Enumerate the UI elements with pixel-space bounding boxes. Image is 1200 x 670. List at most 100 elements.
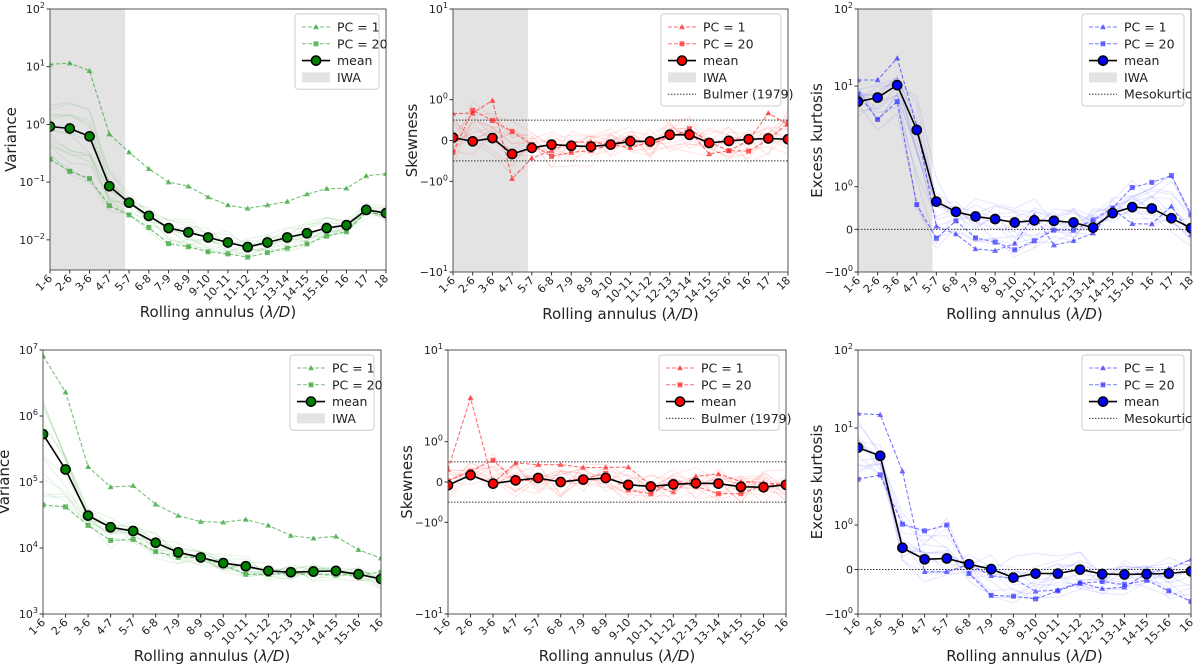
x-tick-label: 17 [352, 272, 371, 291]
tick-exponent: 2 [40, 1, 45, 10]
mean-point [143, 210, 155, 222]
tick-base: 10 [834, 3, 848, 16]
y-tick-label: −100 [825, 264, 853, 279]
legend-item: PC = 20 [302, 36, 388, 51]
mean-point [941, 553, 953, 564]
x-tick-label: 18 [1177, 274, 1196, 293]
y-tick-label: 0 [441, 135, 448, 148]
x-tick-label: 6-8 [139, 616, 161, 638]
y-axis-label: Variance [0, 450, 13, 515]
series-line-mean [858, 446, 1191, 579]
pc1-point [126, 149, 133, 155]
x-label-italic: λ/D [258, 647, 284, 665]
individual-pc-line [858, 87, 1191, 253]
mean-point [911, 124, 923, 136]
mean-point [526, 142, 538, 154]
individual-pc-line [448, 464, 786, 496]
mean-point [664, 129, 676, 141]
pc20-point [933, 235, 939, 241]
mean-point [82, 510, 94, 521]
pc1-point [943, 568, 950, 574]
pc1-point [1099, 585, 1106, 591]
series-line-pc1 [453, 99, 788, 181]
x-tick-label: 4-7 [499, 616, 521, 638]
tick-exponent: −2 [33, 232, 45, 241]
legend-item: mean [1089, 53, 1159, 68]
legend-item: Mesokurtic [1089, 87, 1192, 102]
x-tick-label: 2-6 [49, 616, 71, 638]
x-tick-label: 3-6 [880, 274, 902, 296]
pc1-point [512, 460, 519, 466]
pc1-point [264, 202, 271, 208]
individual-pc-line [858, 437, 1191, 586]
pc1-point [355, 546, 362, 552]
x-tick-label: 4-7 [93, 272, 115, 294]
mean-point [667, 479, 679, 490]
x-label-italic: λ/D [663, 647, 689, 665]
y-tick-label: 100 [424, 434, 443, 449]
series-line-pc1 [50, 62, 386, 209]
series-line-mean [448, 474, 786, 489]
individual-pc-line [858, 438, 1191, 589]
y-axis-label: Variance [2, 107, 20, 172]
pc1-point [1168, 203, 1175, 209]
legend: PC = 1PC = 20 mean IWA Mesokurtic [1081, 13, 1192, 107]
pc1-point [175, 512, 182, 518]
x-label-italic: λ/D [264, 303, 290, 321]
pc20-point [877, 472, 883, 478]
legend-label: PC = 20 [701, 377, 752, 392]
pc1-point [453, 110, 456, 116]
pc1-point [933, 223, 940, 229]
x-tick-label: 1-6 [33, 272, 55, 294]
x-tick-label: 3-6 [476, 274, 498, 296]
pc20-point [1168, 173, 1174, 179]
y-tick-label: 102 [26, 1, 45, 16]
pc1-point [106, 131, 113, 137]
pc1-point [877, 411, 884, 417]
legend-label: mean [1124, 53, 1159, 68]
pc20-point [343, 229, 349, 235]
pc20-point [43, 502, 46, 508]
mean-point [242, 241, 253, 253]
individual-pc-line [448, 462, 786, 500]
mean-point [1048, 215, 1060, 227]
tick-base: 10 [834, 519, 848, 532]
tick-exponent: 1 [438, 606, 443, 615]
legend-item: PC = 20 [1089, 36, 1175, 51]
pc20-point [726, 148, 732, 154]
x-axis-label: Rolling annulus (λ/D) [542, 305, 698, 323]
mean-point [330, 565, 342, 577]
individual-pc-line [858, 423, 1191, 583]
legend-box [289, 354, 375, 431]
mean-point [555, 476, 567, 488]
x-tick-label: 5-7 [116, 616, 138, 638]
mean-point [217, 557, 229, 569]
legend-item: mean [666, 394, 736, 409]
series-line-pc1 [858, 413, 1191, 592]
circle-marker-icon [1097, 55, 1109, 66]
pc1-point [548, 147, 555, 153]
y-tick-label: −100 [415, 514, 443, 529]
pc1-point [50, 61, 53, 67]
tick-base: −10 [415, 516, 438, 529]
legend-box [1081, 354, 1185, 431]
mean-point [84, 131, 95, 142]
pc20-point [106, 203, 112, 209]
pc20-point [1090, 217, 1096, 223]
legend-label: Bulmer (1979) [703, 87, 794, 102]
y-tick-label: 101 [424, 342, 443, 357]
mean-point [262, 237, 273, 248]
pc20-point [858, 91, 861, 97]
pc1-point [1129, 220, 1136, 226]
circle-marker-icon [305, 396, 317, 407]
mean-point [262, 565, 274, 577]
x-tick-label: 2-6 [861, 274, 883, 296]
mean-point [150, 537, 162, 549]
mean-point [487, 478, 499, 489]
legend-label: PC = 1 [337, 20, 380, 35]
mean-point [467, 135, 479, 147]
mean-point [1119, 569, 1130, 580]
tick-exponent: 2 [848, 1, 853, 10]
pc20-point [1144, 577, 1150, 583]
